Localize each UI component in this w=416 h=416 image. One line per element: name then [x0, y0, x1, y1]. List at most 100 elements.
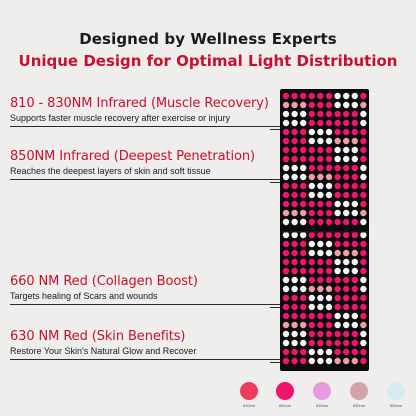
- led-bulb: [325, 128, 333, 136]
- led-bulb: [291, 92, 298, 100]
- led-bulb: [325, 330, 333, 338]
- led-bulb: [343, 267, 350, 275]
- led-bulb: [325, 321, 333, 329]
- led-bulb: [308, 240, 315, 248]
- led-bulb: [291, 173, 298, 181]
- led-bulb: [282, 101, 290, 109]
- led-bulb: [360, 258, 367, 266]
- led-bulb: [300, 276, 307, 284]
- led-bulb: [282, 285, 290, 293]
- led-bulb: [334, 285, 341, 293]
- led-bulb: [300, 258, 307, 266]
- led-bulb: [308, 357, 315, 365]
- led-bulb: [300, 101, 307, 109]
- led-bulb: [325, 339, 333, 347]
- led-bulb: [282, 258, 290, 266]
- led-bulb: [282, 92, 290, 100]
- led-bulb: [282, 276, 290, 284]
- led-bulb: [325, 164, 333, 172]
- led-bulb: [343, 101, 350, 109]
- led-bulb: [300, 348, 307, 356]
- led-bulb: [282, 312, 290, 320]
- led-bulb: [351, 173, 358, 181]
- connector-line: [270, 362, 284, 363]
- led-bulb: [291, 276, 298, 284]
- led-bulb: [325, 137, 333, 145]
- led-bulb: [308, 200, 315, 208]
- led-bulb: [334, 200, 341, 208]
- led-bulb: [308, 173, 315, 181]
- led-bulb: [351, 128, 358, 136]
- led-bulb: [334, 303, 341, 311]
- led-bulb: [360, 267, 367, 275]
- led-bulb: [343, 357, 350, 365]
- led-bulb: [282, 200, 290, 208]
- led-bulb: [282, 182, 290, 190]
- led-bulb: [300, 330, 307, 338]
- led-bulb: [300, 303, 307, 311]
- led-bulb: [325, 240, 333, 248]
- led-bulb: [317, 209, 324, 217]
- led-bulb: [351, 191, 358, 199]
- led-bulb: [360, 209, 367, 217]
- led-bulb: [291, 146, 298, 154]
- led-bulb: [360, 173, 367, 181]
- led-bulb: [343, 92, 350, 100]
- led-bulb: [325, 173, 333, 181]
- led-bulb: [317, 155, 324, 163]
- led-bulb: [282, 137, 290, 145]
- led-bulb: [317, 92, 324, 100]
- led-bulb: [308, 294, 315, 302]
- led-bulb: [334, 348, 341, 356]
- led-bulb: [308, 137, 315, 145]
- led-bulb: [360, 312, 367, 320]
- led-bulb: [291, 200, 298, 208]
- led-bulb: [317, 339, 324, 347]
- connector-line: [270, 129, 284, 130]
- led-bulb: [282, 128, 290, 136]
- led-bulb: [317, 110, 324, 118]
- connector-line: [270, 182, 284, 183]
- legend-label: 660nm: [278, 403, 292, 408]
- led-bulb: [351, 155, 358, 163]
- led-bulb: [291, 321, 298, 329]
- led-bulb: [308, 321, 315, 329]
- led-bulb: [282, 209, 290, 217]
- led-bulb: [360, 200, 367, 208]
- feature-description: Supports faster muscle recovery after ex…: [10, 113, 280, 127]
- led-bulb: [317, 146, 324, 154]
- led-bulb: [308, 267, 315, 275]
- feature-title: 660 NM Red (Collagen Boost): [10, 274, 198, 289]
- led-bulb: [351, 119, 358, 127]
- led-bulb: [351, 330, 358, 338]
- led-bulb: [282, 110, 290, 118]
- led-bulb: [334, 218, 341, 226]
- led-bulb: [291, 182, 298, 190]
- legend-dot-850nm: [387, 382, 405, 400]
- led-bulb: [325, 249, 333, 257]
- led-bulb: [360, 155, 367, 163]
- led-bulb: [317, 294, 324, 302]
- led-bulb: [351, 285, 358, 293]
- led-bulb: [317, 137, 324, 145]
- led-bulb: [360, 110, 367, 118]
- led-bulb: [300, 209, 307, 217]
- led-bulb: [317, 173, 324, 181]
- feature-660nm: 660 NM Red (Collagen Boost) Targets heal…: [10, 274, 280, 305]
- led-bulb: [282, 231, 290, 239]
- led-bulb: [282, 321, 290, 329]
- led-bulb: [351, 231, 358, 239]
- led-bulb: [360, 128, 367, 136]
- led-bulb: [360, 92, 367, 100]
- feature-title: 630 NM Red (Skin Benefits): [10, 329, 186, 344]
- led-bulb: [317, 249, 324, 257]
- led-bulb: [343, 285, 350, 293]
- led-bulb: [291, 110, 298, 118]
- led-bulb: [325, 294, 333, 302]
- led-bulb: [308, 339, 315, 347]
- led-bulb: [360, 276, 367, 284]
- led-bulb: [291, 348, 298, 356]
- led-bulb: [351, 321, 358, 329]
- feature-810-830nm: 810 - 830NM Infrared (Muscle Recovery) S…: [10, 96, 280, 127]
- led-bulb: [334, 312, 341, 320]
